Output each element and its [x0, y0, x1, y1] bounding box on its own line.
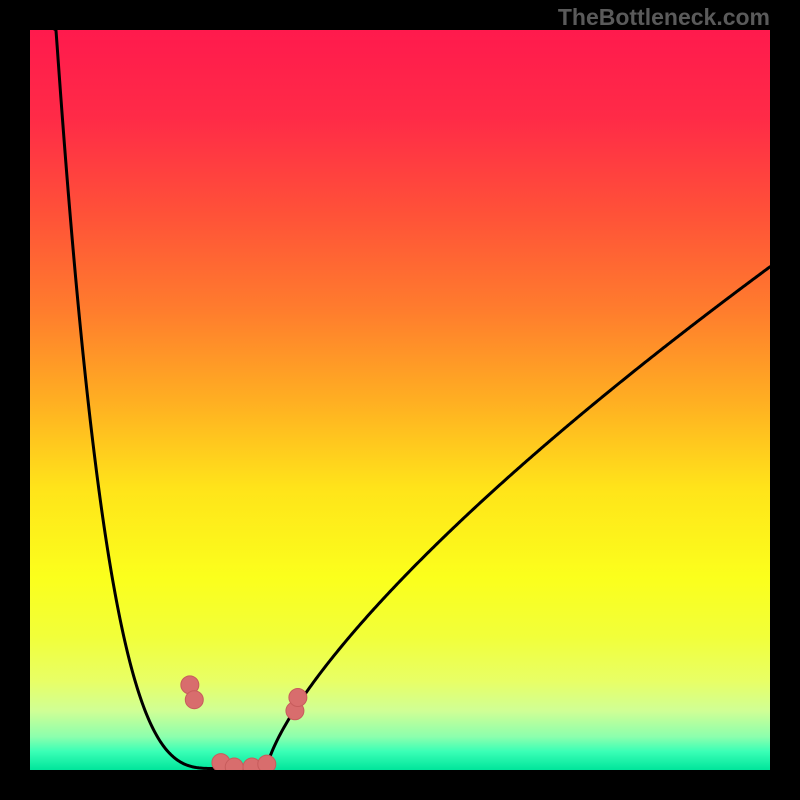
data-marker: [185, 691, 203, 709]
chart-container: TheBottleneck.com: [0, 0, 800, 800]
data-marker: [258, 755, 276, 770]
watermark-text: TheBottleneck.com: [558, 4, 770, 31]
plot-area: [30, 30, 770, 770]
gradient-background: [30, 30, 770, 770]
data-marker: [289, 688, 307, 706]
